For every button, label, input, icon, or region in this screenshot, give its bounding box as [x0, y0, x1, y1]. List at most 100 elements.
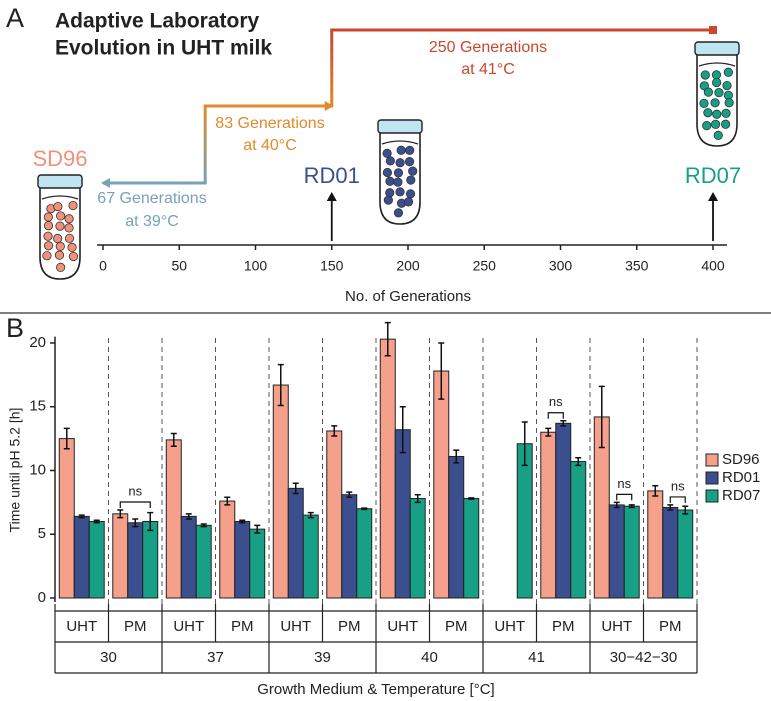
- significance-label: ns: [128, 483, 142, 498]
- bar: [219, 500, 236, 599]
- x-tick-label: 400: [701, 258, 725, 274]
- cell: [43, 231, 53, 241]
- x-tick-label: UHT: [387, 618, 418, 635]
- x-tick-label: 150: [320, 258, 344, 274]
- bar: [142, 520, 159, 599]
- y-axis-label: Time until pH 5.2 [h]: [7, 408, 23, 533]
- cell: [712, 109, 722, 119]
- tube-liquid-line: [698, 62, 736, 67]
- title-line: Evolution in UHT milk: [55, 37, 272, 60]
- bar: [623, 505, 640, 599]
- cell: [64, 223, 74, 233]
- strain-label: RD07: [685, 163, 741, 188]
- stage-rise: [203, 104, 207, 185]
- cell: [43, 212, 53, 222]
- x-tick-label: 50: [171, 258, 187, 274]
- stage-rise: [330, 28, 334, 108]
- bar: [662, 506, 679, 599]
- legend-swatch: [705, 453, 719, 467]
- error-bar: [361, 507, 368, 511]
- x-tick-label: PM: [124, 618, 147, 635]
- legend-label: RD07: [722, 487, 760, 504]
- y-tick-label: 0: [38, 589, 46, 606]
- error-bar: [521, 421, 528, 467]
- cell: [385, 188, 395, 198]
- significance-label: ns: [549, 394, 563, 409]
- x-tick-label: PM: [231, 618, 254, 635]
- cell: [53, 201, 63, 212]
- error-bar: [613, 501, 620, 509]
- significance-bracket: [616, 493, 633, 501]
- cell: [721, 119, 731, 129]
- error-bar: [468, 497, 475, 500]
- significance-bracket: [669, 496, 686, 503]
- cell: [68, 251, 79, 262]
- bar: [433, 370, 450, 599]
- bar: [73, 515, 90, 599]
- bar: [409, 498, 426, 599]
- bar: [127, 522, 144, 599]
- stage-label: at 40°C: [243, 137, 297, 154]
- bar: [394, 429, 411, 599]
- legend-swatch: [705, 489, 719, 503]
- error-bar: [598, 385, 605, 449]
- bar: [58, 438, 75, 599]
- stage-label: at 39°C: [125, 213, 179, 230]
- strain-label: RD01: [304, 163, 360, 188]
- bar: [516, 443, 533, 599]
- group-label: 41: [528, 649, 545, 666]
- error-bar: [667, 504, 674, 511]
- stage-arrow: [324, 101, 334, 111]
- error-bar: [147, 511, 154, 532]
- cell: [703, 87, 713, 97]
- cell: [393, 177, 403, 187]
- error-bar: [132, 518, 139, 528]
- bar: [272, 384, 289, 599]
- bar: [356, 508, 373, 599]
- x-tick-label: PM: [445, 618, 468, 635]
- x-tick-label: 350: [625, 258, 649, 274]
- panel-label: B: [6, 313, 24, 343]
- group-label: 37: [207, 649, 224, 666]
- x-tick-label: UHT: [494, 618, 525, 635]
- error-bar: [453, 449, 460, 464]
- x-tick-label: PM: [552, 618, 575, 635]
- cell: [393, 168, 404, 178]
- x-axis-label: No. of Generations: [345, 288, 471, 305]
- error-bar: [414, 493, 421, 504]
- tube-liquid-line: [41, 195, 79, 200]
- cell: [396, 145, 406, 155]
- error-bar: [239, 519, 246, 524]
- cell: [711, 119, 721, 129]
- error-bar: [254, 524, 261, 534]
- error-bar: [185, 513, 192, 520]
- x-tick-label: UHT: [280, 618, 311, 635]
- cell: [711, 70, 722, 80]
- x-axis-label: Growth Medium & Temperature [°C]: [257, 681, 494, 698]
- error-bar: [628, 504, 635, 509]
- error-bar: [93, 519, 100, 524]
- stage-label: 67 Generations: [97, 190, 206, 207]
- error-bar: [307, 511, 314, 519]
- error-bar: [117, 509, 124, 519]
- stage-label: 83 Generations: [215, 115, 324, 132]
- error-bar: [277, 363, 284, 407]
- y-tick-label: 5: [38, 525, 46, 542]
- cell: [68, 200, 78, 211]
- cell: [710, 98, 720, 108]
- error-bar: [384, 321, 391, 357]
- bar: [326, 430, 343, 599]
- significance-label: ns: [671, 478, 685, 493]
- cell: [42, 251, 52, 261]
- cell: [713, 130, 723, 140]
- cell: [382, 167, 393, 178]
- bar: [608, 504, 625, 599]
- cell: [723, 67, 733, 77]
- x-tick-label: 200: [396, 258, 420, 274]
- bar: [195, 524, 212, 599]
- x-tick-label: 250: [473, 258, 497, 274]
- significance-label: ns: [617, 476, 631, 491]
- x-tick-label: PM: [659, 618, 682, 635]
- bar: [448, 455, 465, 599]
